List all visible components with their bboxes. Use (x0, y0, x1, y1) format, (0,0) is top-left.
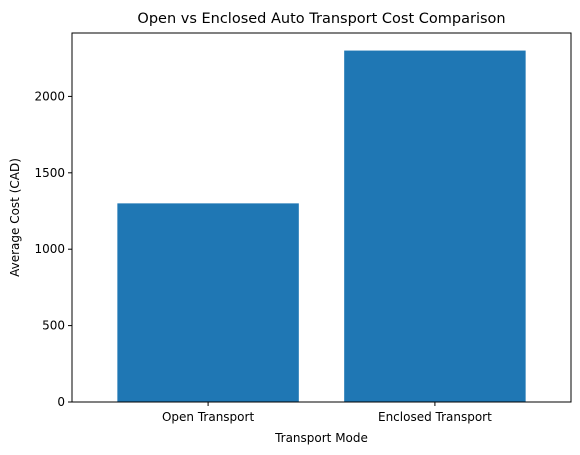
y-axis-ticks: 0 500 1000 1500 2000 (34, 89, 72, 409)
y-tick-label: 500 (42, 319, 65, 333)
chart-title: Open vs Enclosed Auto Transport Cost Com… (137, 11, 505, 27)
y-axis-label: Average Cost (CAD) (8, 158, 22, 277)
x-tick-label: Enclosed Transport (378, 410, 492, 424)
x-tick-label: Open Transport (162, 410, 254, 424)
y-tick-label: 2000 (34, 89, 65, 103)
y-tick-label: 1500 (34, 166, 65, 180)
plot-frame (71, 32, 572, 403)
x-axis-ticks: Open Transport Enclosed Transport (162, 402, 492, 424)
x-axis-label: Transport Mode (274, 431, 368, 445)
y-tick-label: 1000 (34, 242, 65, 256)
bar-open-transport (117, 203, 299, 402)
y-tick-label: 0 (57, 395, 65, 409)
bars (117, 50, 526, 402)
bar-enclosed-transport (344, 50, 526, 402)
